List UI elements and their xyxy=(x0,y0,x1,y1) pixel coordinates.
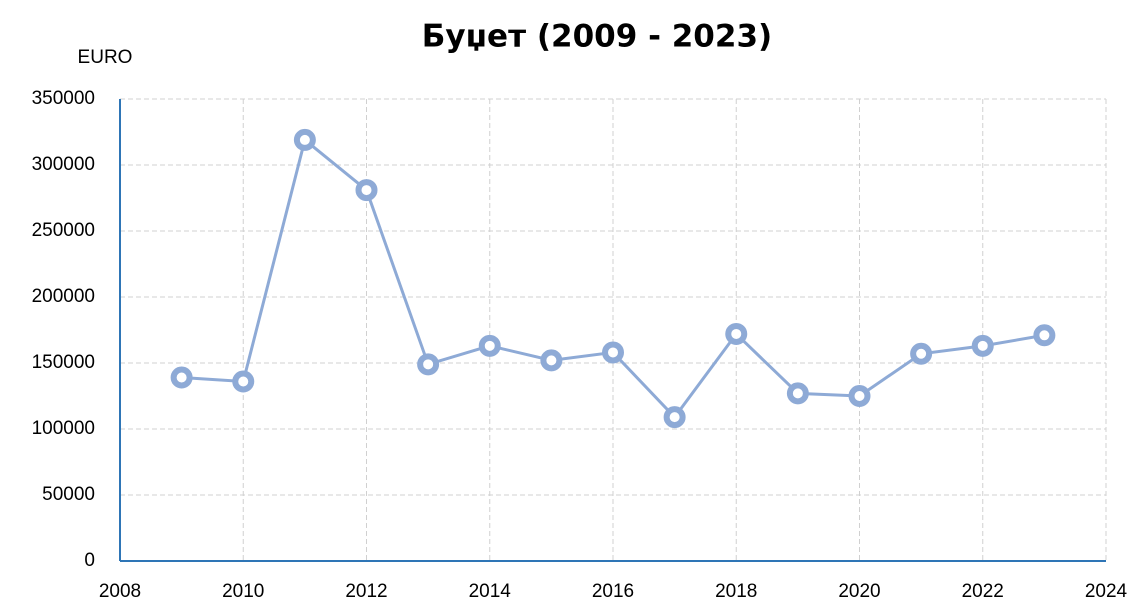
marker xyxy=(293,128,316,151)
y-tick-label: 350000 xyxy=(32,88,95,109)
marker xyxy=(848,385,871,407)
marker xyxy=(910,342,933,365)
x-tick-label: 2020 xyxy=(838,581,880,602)
marker xyxy=(540,349,563,372)
y-tick-label: 200000 xyxy=(32,286,95,307)
marker xyxy=(663,406,686,429)
marker xyxy=(602,341,624,364)
marker xyxy=(355,179,378,202)
x-tick-label: 2014 xyxy=(469,581,512,602)
x-tick-label: 2022 xyxy=(962,581,1004,602)
y-tick-label: 50000 xyxy=(42,484,95,505)
chart-title: Буџет (2009 - 2023) xyxy=(422,19,772,55)
x-tick-label: 2018 xyxy=(715,581,757,602)
marker xyxy=(478,334,501,357)
marker xyxy=(232,370,255,393)
y-tick-label: 100000 xyxy=(32,418,95,439)
marker xyxy=(725,322,748,345)
y-tick-label: 0 xyxy=(84,550,95,571)
marker xyxy=(170,366,193,389)
x-tick-label: 2008 xyxy=(99,581,141,602)
marker xyxy=(971,334,994,357)
x-tick-label: 2012 xyxy=(345,581,387,602)
y-axis-label: EURO xyxy=(78,47,133,68)
y-tick-label: 150000 xyxy=(32,352,95,373)
marker xyxy=(417,353,440,376)
x-tick-label: 2010 xyxy=(222,581,264,602)
y-tick-label: 300000 xyxy=(32,154,95,175)
x-tick-label: 2016 xyxy=(592,581,634,602)
y-tick-label: 250000 xyxy=(32,220,95,241)
x-tick-label: 2024 xyxy=(1085,581,1128,602)
marker xyxy=(786,382,809,405)
marker xyxy=(1033,324,1056,347)
